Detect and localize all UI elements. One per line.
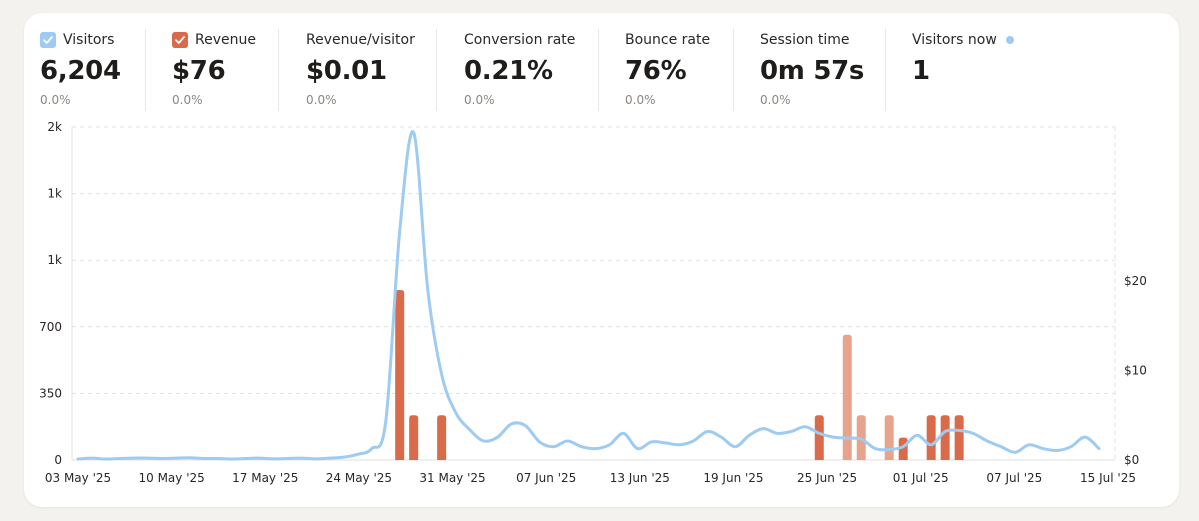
x-tick-label: 15 Jul '25 [1080, 471, 1136, 485]
revenue-bar [409, 415, 419, 460]
revenue-bar [884, 415, 894, 460]
metric-value: 0.21% [464, 56, 553, 86]
x-tick-label: 03 May '25 [45, 471, 111, 485]
y-left-tick-label: 0 [54, 453, 62, 467]
x-tick-label: 19 Jun '25 [703, 471, 763, 485]
visitors-line [76, 130, 1101, 461]
revenue-bar [395, 289, 405, 460]
metric-revenue-per-visitor[interactable]: Revenue/visitor $0.01 0.0% [278, 29, 415, 111]
metric-label: Bounce rate [625, 32, 711, 48]
metric-value: $76 [172, 56, 226, 86]
metric-label: Revenue/visitor [306, 32, 415, 48]
y-right-tick-label: $20 [1124, 274, 1147, 288]
metric-value: $0.01 [306, 56, 387, 86]
revenue-bar [842, 334, 852, 460]
metric-label: Visitors now [912, 32, 997, 48]
x-tick-label: 07 Jun '25 [516, 471, 576, 485]
revenue-bar [954, 415, 964, 460]
revenue-bar [814, 415, 824, 460]
y-left-tick-label: 700 [39, 320, 62, 334]
metric-label: Conversion rate [464, 32, 576, 48]
x-tick-label: 13 Jun '25 [610, 471, 670, 485]
x-tick-label: 01 Jul '25 [893, 471, 949, 485]
y-left-tick-label: 2k [47, 120, 62, 134]
metric-label-row: Revenue [172, 29, 256, 51]
y-left-tick-label: 1k [47, 253, 62, 267]
checkbox-checked-icon[interactable] [40, 32, 56, 48]
revenue-bar [926, 415, 936, 460]
metric-value: 0m 57s [760, 56, 865, 86]
y-left-tick-label: 350 [39, 386, 62, 400]
metric-visitors-now[interactable]: Visitors now 1 [885, 29, 1014, 111]
metric-label-row: Visitors now [912, 29, 1014, 51]
metric-bounce-rate[interactable]: Bounce rate 76% 0.0% [598, 29, 710, 111]
metric-value: 76% [625, 56, 687, 86]
x-tick-label: 25 Jun '25 [797, 471, 857, 485]
revenue-bar [437, 415, 447, 460]
x-tick-label: 07 Jul '25 [986, 471, 1042, 485]
x-tick-label: 10 May '25 [138, 471, 204, 485]
metric-conversion-rate[interactable]: Conversion rate 0.21% 0.0% [436, 29, 575, 111]
x-tick-label: 24 May '25 [326, 471, 392, 485]
metric-value: 6,204 [40, 56, 121, 86]
y-left-tick-label: 1k [47, 187, 62, 201]
metric-change: 0.0% [625, 93, 656, 107]
checkbox-checked-icon[interactable] [172, 32, 188, 48]
metric-session-time[interactable]: Session time 0m 57s 0.0% [733, 29, 864, 111]
metric-change: 0.0% [306, 93, 337, 107]
y-right-tick-label: $0 [1124, 453, 1139, 467]
x-tick-label: 17 May '25 [232, 471, 298, 485]
x-tick-label: 31 May '25 [419, 471, 485, 485]
metric-change: 0.0% [760, 93, 791, 107]
metric-change: 0.0% [464, 93, 495, 107]
revenue-bar [940, 415, 950, 460]
metric-label-row: Visitors [40, 29, 121, 51]
live-dot-icon [1005, 36, 1014, 44]
metric-revenue[interactable]: Revenue $76 0.0% [145, 29, 256, 111]
metric-change: 0.0% [40, 93, 71, 107]
metric-value: 1 [912, 56, 930, 86]
y-right-tick-label: $10 [1124, 364, 1147, 378]
metric-label: Session time [760, 32, 850, 48]
metric-change: 0.0% [172, 93, 203, 107]
metrics-bar: Visitors 6,204 0.0% Revenue $76 0.0% Rev… [24, 13, 1179, 123]
metric-label: Revenue [195, 32, 256, 48]
metric-label: Visitors [63, 32, 115, 48]
metric-visitors[interactable]: Visitors 6,204 0.0% [40, 29, 121, 111]
